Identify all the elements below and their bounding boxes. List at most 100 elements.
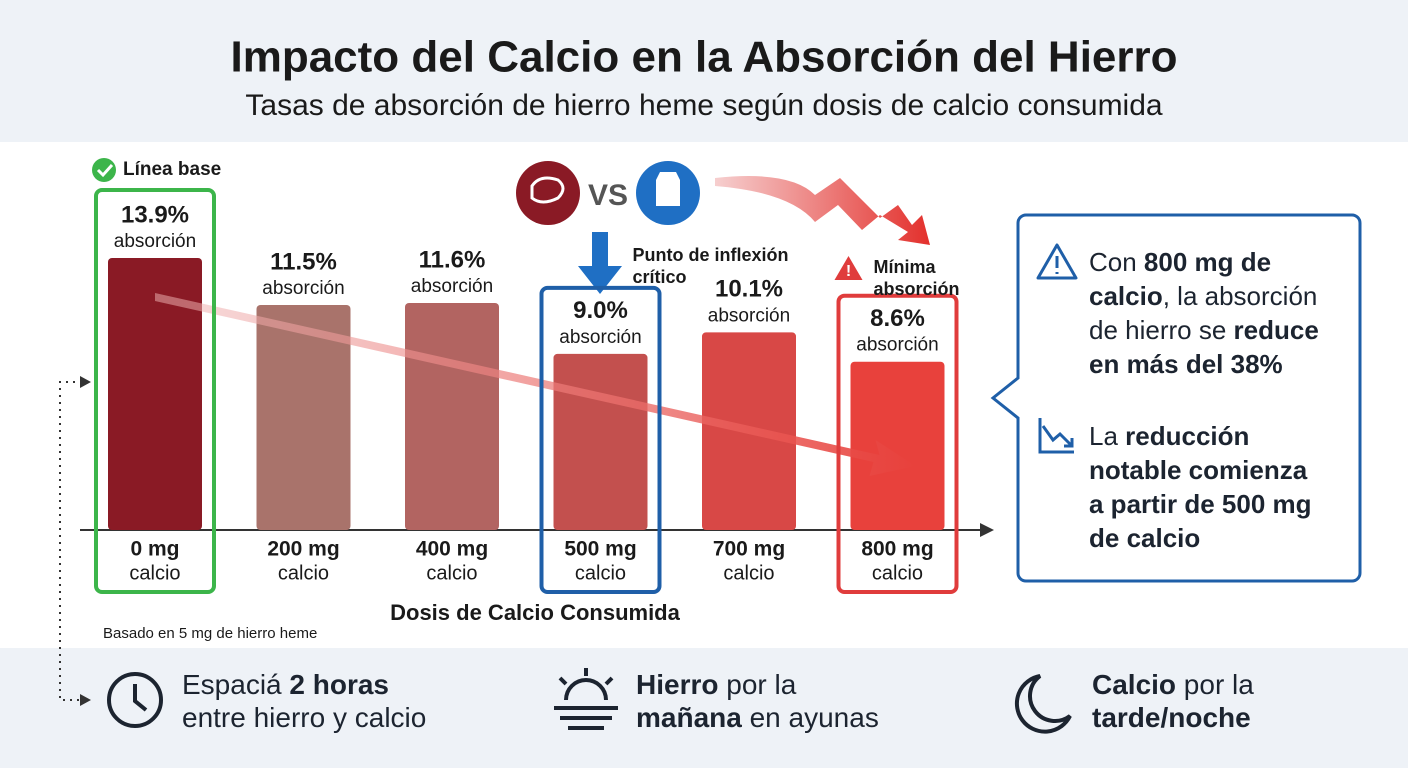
text-line: La reducción [1089,419,1312,453]
bar [553,353,648,530]
text-line: Calcio por la [1092,668,1254,701]
x-tick-label: 0 mg [130,538,179,561]
tip: Espaciá 2 horas entre hierro y calcio [182,668,426,734]
bold-text: de calcio [1089,523,1201,553]
bold-text: mañana [636,702,742,733]
x-tick-unit: calcio [278,562,329,584]
text-line: Hierro por la [636,668,879,701]
bar [850,361,945,530]
value-caption: absorción [262,278,344,299]
footer-band [0,648,1408,768]
clock-hands [133,684,148,712]
down-arrow [578,232,622,294]
annotation: Mínima [874,257,937,277]
text: por la [718,669,797,700]
drop-arrow [715,176,930,245]
warning-icon [1036,243,1078,280]
clock-icon [107,672,163,728]
x-tick-label: 200 mg [267,538,339,561]
value-caption: absorción [856,335,938,356]
annotation: absorción [874,279,960,299]
x-tick-label: 500 mg [564,538,636,561]
trend-arrow [155,293,916,476]
text-line: a partir de 500 mg [1089,487,1312,521]
subtitle: Tasas de absorción de hierro heme según … [245,89,1163,122]
value-label: 9.0% [573,297,628,324]
bold-text: Hierro [636,669,719,700]
note: Basado en 5 mg de hierro heme [103,625,317,642]
value-caption: absorción [114,231,196,252]
value-label: 11.6% [419,246,486,273]
highlight-box [94,188,216,594]
text: por la [1176,669,1254,700]
bar [256,304,351,530]
value-label: 13.9% [121,201,189,228]
check-mark [96,163,114,178]
bar [405,303,499,530]
text-line: mañana en ayunas [636,701,879,734]
text: entre hierro y calcio [182,702,427,733]
meat-icon [516,161,580,225]
x-tick-unit: calcio [575,562,626,584]
x-tick-unit: calcio [723,562,774,584]
x-axis-label: Dosis de Calcio Consumida [390,600,680,625]
value-caption: absorción [411,276,493,297]
value-label: 8.6% [870,305,925,332]
text: de hierro se [1089,315,1234,345]
bold-text: reducción [1125,421,1250,451]
bar [108,258,202,530]
sunrise-icon [554,668,618,730]
text-line: de hierro se reduce [1089,313,1319,347]
x-tick-unit: calcio [426,562,477,584]
value-caption: absorción [708,305,790,326]
x-tick-label: 800 mg [861,538,933,561]
bold-text: en más del 38% [1089,349,1283,379]
warn-icon [834,256,863,280]
panel-item: Con 800 mg de calcio, la absorción de hier… [1089,245,1319,381]
bold-text: notable comienza [1089,455,1308,485]
connector [59,381,82,701]
bold-text: Calcio [1092,669,1177,700]
text: La [1089,421,1126,451]
header-band [0,0,1408,142]
bold-text: reduce [1233,315,1319,345]
tip: Calcio por la tarde/noche [1092,668,1254,734]
title: Impacto del Calcio en la Absorción del H… [230,33,1177,82]
bold-text: 2 horas [289,669,390,700]
value-label: 10.1% [715,276,783,303]
x-tick-unit: calcio [129,562,180,584]
check-icon [92,158,116,182]
bold-text: tarde/noche [1092,702,1251,733]
text-line: de calcio [1089,521,1312,555]
annotation: Línea base [123,159,221,180]
highlight-box [539,285,662,594]
annotation: crítico [633,267,687,287]
vs-mark: VS [588,179,628,212]
value-label: 11.5% [270,248,337,275]
panel-item: La reducción notable comienza a partir de … [1089,419,1312,555]
text: Con [1089,247,1144,277]
meat-shape [530,176,565,204]
moon-icon [1014,674,1072,734]
tip: Hierro por la mañana en ayunas [636,668,879,734]
text-line: entre hierro y calcio [182,701,426,734]
text: Espaciá [182,669,290,700]
x-tick-unit: calcio [872,562,923,584]
value-caption: absorción [559,327,641,348]
trend-icon [1038,418,1074,454]
text-line: notable comienza [1089,453,1312,487]
side-panel [990,213,1362,583]
text-line: calcio, la absorción [1089,279,1319,313]
text-line: Espaciá 2 horas [182,668,426,701]
x-tick-label: 400 mg [416,538,488,561]
text: en ayunas [741,702,879,733]
x-tick-label: 700 mg [713,538,785,561]
milk-shape [656,172,680,206]
bold-text: calcio [1089,281,1163,311]
text-line: Con 800 mg de [1089,245,1319,279]
text: , la absorción [1162,281,1318,311]
annotation: Punto de inflexión [633,245,789,265]
bold-text: 800 mg de [1143,247,1272,277]
